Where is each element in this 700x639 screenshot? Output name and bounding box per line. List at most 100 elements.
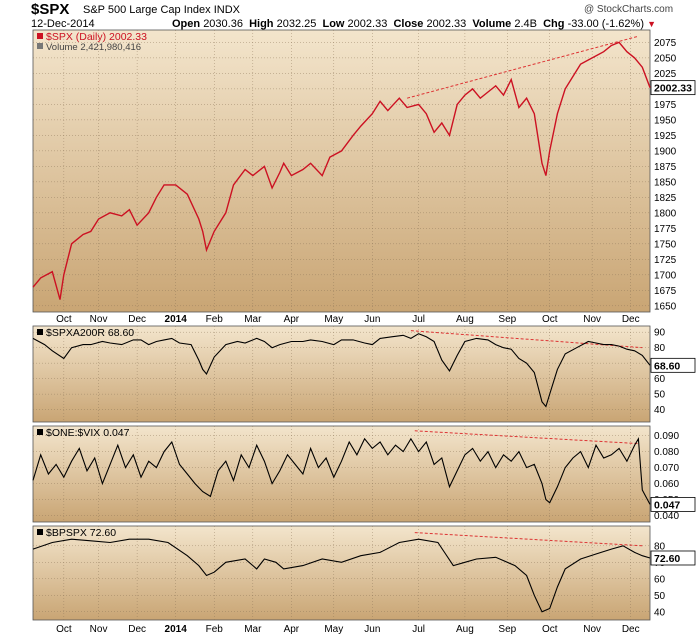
index-full-name: S&P 500 Large Cap Index (83, 4, 211, 16)
bottom-x-tick-label: Oct (542, 624, 558, 635)
panel-2-y-tick-label: 40 (654, 405, 666, 416)
bottom-x-tick-label: Sep (498, 624, 516, 635)
panel-1-y-tick-label: 1950 (654, 115, 677, 126)
bottom-x-tick-label: Aug (456, 624, 474, 635)
panel-1-y-tick-label: 2025 (654, 69, 677, 80)
panel-1-last-value-box (650, 80, 696, 96)
low-value: 2002.33 (347, 18, 388, 30)
panel-4-background (32, 525, 651, 621)
panel-4-series-line (32, 538, 651, 613)
bottom-x-tick-label: Apr (284, 624, 300, 635)
panel-1-y-tick-label: 2050 (654, 53, 677, 64)
close-value: 2002.33 (426, 18, 467, 30)
panel-3-last-value: 0.047 (654, 499, 680, 511)
high-label: High (249, 18, 274, 30)
panel-2-y-tick-label: 90 (654, 328, 666, 339)
bottom-x-tick-label: Oct (56, 624, 72, 635)
panel-3-legend-swatch (37, 429, 43, 435)
bottom-x-tick-label: Jul (412, 624, 425, 635)
bottom-x-tick-label: Nov (583, 624, 601, 635)
index-name: S&P 500 Large Cap Index INDX (83, 4, 240, 16)
mid-x-tick-label: Dec (128, 314, 146, 325)
ohlc-summary: Open 2030.36 High 2032.25 Low 2002.33 Cl… (172, 18, 656, 30)
mid-x-tick-label: Nov (90, 314, 108, 325)
mid-x-tick-label: May (324, 314, 343, 325)
panel-1-y-tick-label: 1875 (654, 162, 677, 173)
panel-3-y-tick-label: 0.040 (654, 511, 679, 522)
panel-1-y-tick-label: 1675 (654, 286, 677, 297)
panel-2-background (32, 325, 651, 423)
low-label: Low (322, 18, 345, 30)
mid-x-tick-label: Jun (364, 314, 380, 325)
close-label: Close (393, 18, 424, 30)
chg-value: -33.00 (-1.62%) (567, 18, 644, 30)
panel-1-legend-title: $SPX (Daily) 2002.33 (46, 31, 147, 43)
panel-1-y-tick-label: 1650 (654, 301, 677, 312)
down-arrow-icon: ▼ (647, 19, 656, 29)
panel-4-legend-swatch (37, 529, 43, 535)
panel-2-y-tick-label: 50 (654, 390, 666, 401)
panel-4-y-tick-label: 50 (654, 591, 666, 602)
panel-4-trendline (414, 532, 643, 547)
bottom-x-tick-label: Dec (622, 624, 640, 635)
panel-3-y-tick-label: 0.090 (654, 431, 679, 442)
mid-x-tick-label: Feb (206, 314, 224, 325)
mid-x-tick-label: Nov (583, 314, 601, 325)
panel-2-last-value: 68.60 (654, 360, 680, 372)
panel-2-trendline (410, 330, 643, 349)
panel-1-y-tick-label: 1800 (654, 208, 677, 219)
mid-x-tick-label: Apr (284, 314, 300, 325)
bottom-x-tick-label: May (324, 624, 343, 635)
mid-x-tick-label: Oct (542, 314, 558, 325)
panel-1-y-tick-label: 1775 (654, 224, 677, 235)
panel-2-y-tick-label: 60 (654, 374, 666, 385)
panel-1-y-tick-label: 1825 (654, 193, 677, 204)
mid-x-tick-label: Sep (498, 314, 516, 325)
panel-2-series-line (32, 333, 651, 408)
exchange-code: INDX (213, 4, 240, 16)
bottom-x-tick-label: 2014 (165, 624, 188, 635)
quote-date: 12-Dec-2014 (31, 18, 95, 30)
bottom-x-tick-label: Feb (206, 624, 224, 635)
mid-x-tick-label: Oct (56, 314, 72, 325)
panel-3-y-tick-label: 0.070 (654, 463, 679, 474)
panel-2-last-value-box (650, 357, 696, 373)
panel-4-last-value: 72.60 (654, 553, 680, 565)
panel-2-legend-swatch (37, 329, 43, 335)
high-value: 2032.25 (276, 18, 317, 30)
symbol: $SPX (31, 1, 70, 18)
chg-label: Chg (543, 18, 565, 30)
panel-3-legend-title: $ONE:$VIX 0.047 (46, 427, 130, 439)
panel-1-legend-swatch (37, 33, 43, 39)
panel-1-y-tick-label: 1700 (654, 270, 677, 281)
panel-4-y-tick-label: 80 (654, 541, 666, 552)
panel-3-y-tick-label: 0.080 (654, 447, 679, 458)
panel-4-legend-title: $BPSPX 72.60 (46, 527, 116, 539)
panel-4-last-value-box (650, 550, 696, 566)
panel-1-y-tick-label: 1900 (654, 146, 677, 157)
panel-1-y-tick-label: 1725 (654, 255, 677, 266)
volume-label: Volume (472, 18, 512, 30)
panel-1-y-tick-label: 1750 (654, 239, 677, 250)
bottom-x-tick-label: Jun (364, 624, 380, 635)
panel-3-trendline (414, 430, 639, 445)
bottom-x-tick-label: Nov (90, 624, 108, 635)
panel-3-background (32, 425, 651, 523)
mid-x-tick-label: Aug (456, 314, 474, 325)
panel-1-y-tick-label: 1925 (654, 131, 677, 142)
open-label: Open (172, 18, 201, 30)
panel-3-y-tick-label: 0.060 (654, 479, 679, 490)
panel-1-background (32, 29, 651, 313)
bottom-x-tick-label: Mar (244, 624, 262, 635)
volume-legend-text: Volume 2,421,980,416 (46, 42, 141, 53)
open-value: 2030.36 (203, 18, 243, 30)
mid-x-tick-label: 2014 (165, 314, 188, 325)
mid-x-tick-label: Jul (412, 314, 425, 325)
panel-3-last-value-box (650, 496, 696, 512)
panel-1-last-value: 2002.33 (654, 83, 692, 95)
panel-3-series-line (32, 437, 651, 505)
panel-4-y-tick-label: 60 (654, 574, 666, 585)
panel-1-y-tick-label: 1975 (654, 100, 677, 111)
bottom-x-tick-label: Dec (128, 624, 146, 635)
mid-x-tick-label: Mar (244, 314, 262, 325)
